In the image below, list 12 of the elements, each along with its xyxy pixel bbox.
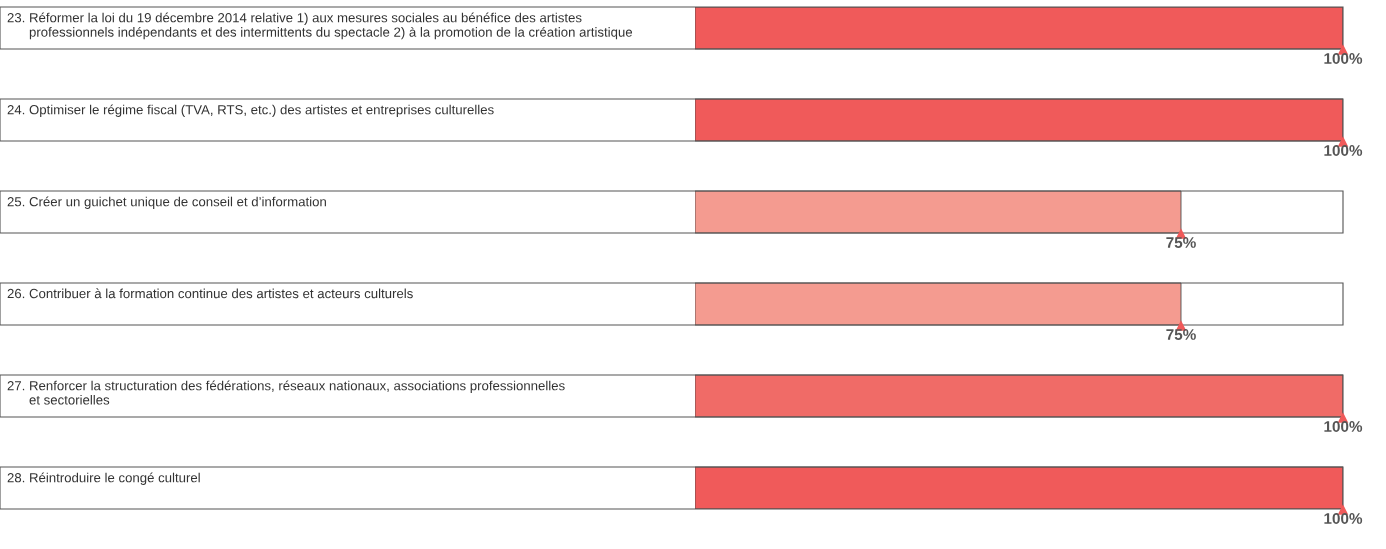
y-tick-label: 25. Créer un guichet unique de conseil et d’information xyxy=(7,196,326,209)
data-label: 100% xyxy=(1324,513,1363,524)
data-label: 100% xyxy=(1324,53,1363,64)
data-label: 75% xyxy=(1166,237,1196,248)
y-tick-label: 27. Renforcer la structuration des fédérations, réseaux nationaux, associations professionnelles et sectorielles xyxy=(7,380,565,405)
y-tick-label: 28. Réintroduire le congé culturel xyxy=(7,472,200,485)
y-tick-label: 23. Réformer la loi du 19 décembre 2014 relative 1) aux mesures sociales au bénéfice des artistes professionnels indépendants et des intermittents du spectacle 2) à la promotion de la création artistique xyxy=(7,12,633,40)
y-tick-label: 26. Contribuer à la formation continue des artistes et acteurs culturels xyxy=(7,288,413,299)
data-label: 100% xyxy=(1324,145,1363,156)
y-tick-label: 24. Optimiser le régime fiscal (TVA, RTS, etc.) des artistes et entreprises culturelles xyxy=(7,104,494,117)
data-label: 75% xyxy=(1166,329,1196,340)
data-label: 100% xyxy=(1324,421,1363,432)
